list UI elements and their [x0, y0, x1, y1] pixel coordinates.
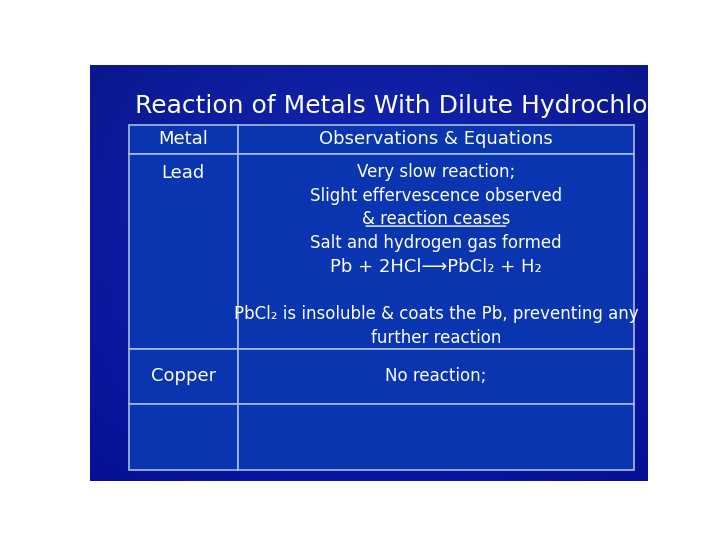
Bar	[238, 404, 634, 470]
Bar	[238, 349, 634, 404]
Bar	[129, 349, 238, 404]
Text: Salt and hydrogen gas formed: Salt and hydrogen gas formed	[310, 234, 562, 252]
Text: further reaction: further reaction	[371, 329, 501, 347]
Bar	[129, 404, 238, 470]
Text: Metal: Metal	[158, 131, 208, 149]
Bar	[129, 125, 238, 154]
Text: Lead: Lead	[162, 164, 205, 182]
Bar	[238, 154, 634, 349]
Bar	[238, 125, 634, 154]
Text: & reaction ceases: & reaction ceases	[361, 210, 510, 228]
Text: No reaction;: No reaction;	[385, 367, 487, 386]
Text: Pb + 2HCl⟶PbCl₂ + H₂: Pb + 2HCl⟶PbCl₂ + H₂	[330, 258, 541, 276]
Text: Reaction of Metals With Dilute Hydrochloric Acid: Reaction of Metals With Dilute Hydrochlo…	[135, 94, 720, 118]
Text: PbCl₂ is insoluble & coats the Pb, preventing any: PbCl₂ is insoluble & coats the Pb, preve…	[233, 305, 638, 323]
Text: Slight effervescence observed: Slight effervescence observed	[310, 187, 562, 205]
Text: Observations & Equations: Observations & Equations	[319, 131, 553, 149]
Bar	[129, 154, 238, 349]
Text: Very slow reaction;: Very slow reaction;	[356, 163, 515, 181]
Text: Copper: Copper	[150, 367, 216, 386]
